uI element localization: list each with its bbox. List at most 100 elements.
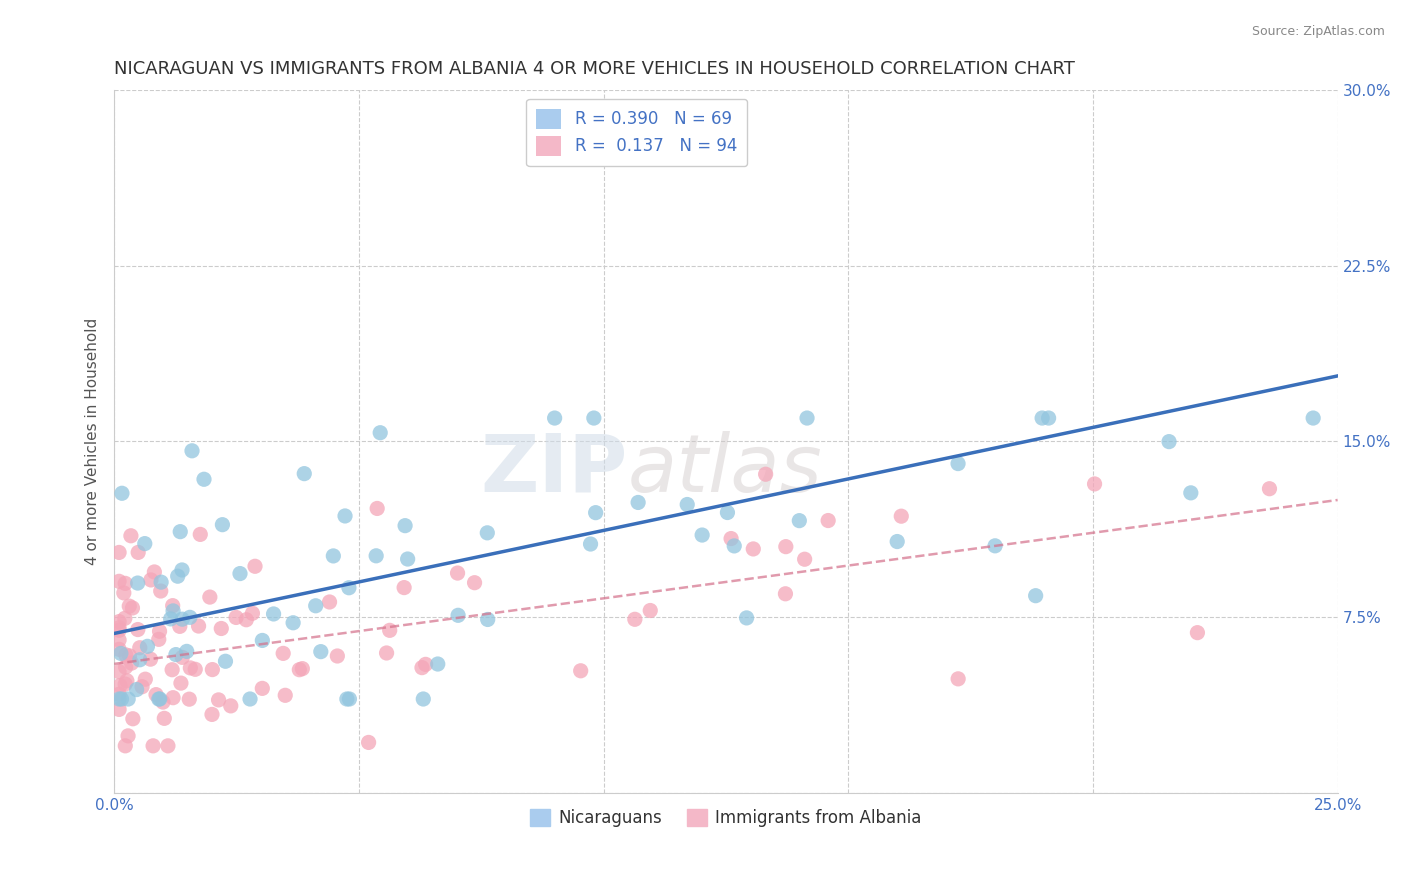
Text: atlas: atlas <box>628 431 823 508</box>
Point <box>579 537 602 551</box>
Point <box>115 673 138 688</box>
Point <box>201 663 224 677</box>
Point <box>108 687 131 701</box>
Point <box>187 619 209 633</box>
Text: ZIP: ZIP <box>481 431 628 508</box>
Point <box>153 711 176 725</box>
Point <box>134 672 156 686</box>
Point <box>108 642 131 657</box>
Point <box>252 633 274 648</box>
Point <box>108 624 131 638</box>
Point <box>117 692 139 706</box>
Point <box>169 619 191 633</box>
Point <box>108 574 131 589</box>
Point <box>118 648 141 663</box>
Point <box>170 563 193 577</box>
Point <box>446 566 468 580</box>
Point <box>125 682 148 697</box>
Point <box>225 610 247 624</box>
Point <box>796 411 818 425</box>
Point <box>447 608 470 623</box>
Point <box>143 565 166 579</box>
Point <box>170 676 193 690</box>
Point <box>176 644 198 658</box>
Point <box>946 457 969 471</box>
Point <box>322 549 344 563</box>
Point <box>368 425 391 440</box>
Point <box>569 664 592 678</box>
Point <box>136 640 159 654</box>
Point <box>775 587 797 601</box>
Point <box>366 549 388 563</box>
Point <box>179 692 201 706</box>
Point <box>638 603 661 617</box>
Point <box>139 652 162 666</box>
Point <box>984 539 1007 553</box>
Point <box>426 657 449 671</box>
Point <box>309 645 332 659</box>
Point <box>149 584 172 599</box>
Point <box>242 607 264 621</box>
Point <box>110 692 132 706</box>
Point <box>114 648 136 662</box>
Point <box>263 607 285 621</box>
Point <box>148 692 170 706</box>
Point <box>114 677 136 691</box>
Text: Source: ZipAtlas.com: Source: ZipAtlas.com <box>1251 25 1385 38</box>
Point <box>108 692 131 706</box>
Point <box>378 624 401 638</box>
Point <box>162 604 184 618</box>
Point <box>193 472 215 486</box>
Point <box>1180 486 1202 500</box>
Point <box>160 663 183 677</box>
Point <box>690 528 713 542</box>
Point <box>165 648 187 662</box>
Point <box>207 693 229 707</box>
Point <box>149 692 172 706</box>
Point <box>128 640 150 655</box>
Point <box>108 632 131 647</box>
Point <box>145 688 167 702</box>
Point <box>172 612 194 626</box>
Point <box>274 688 297 702</box>
Point <box>166 569 188 583</box>
Point <box>159 612 181 626</box>
Point <box>1083 477 1105 491</box>
Point <box>281 615 304 630</box>
Point <box>108 702 131 716</box>
Point <box>114 611 136 625</box>
Point <box>477 612 499 626</box>
Point <box>127 545 149 559</box>
Point <box>477 525 499 540</box>
Point <box>121 712 143 726</box>
Point <box>181 443 204 458</box>
Point <box>676 498 699 512</box>
Point <box>333 508 356 523</box>
Point <box>108 615 131 629</box>
Point <box>209 622 232 636</box>
Point <box>817 514 839 528</box>
Point <box>252 681 274 696</box>
Point <box>585 506 607 520</box>
Point <box>1031 411 1053 425</box>
Point <box>188 527 211 541</box>
Point <box>114 739 136 753</box>
Point <box>775 540 797 554</box>
Point <box>108 665 131 679</box>
Point <box>172 650 194 665</box>
Point <box>128 653 150 667</box>
Point <box>243 559 266 574</box>
Point <box>127 576 149 591</box>
Point <box>720 532 742 546</box>
Point <box>723 539 745 553</box>
Point <box>624 612 647 626</box>
Point <box>229 566 252 581</box>
Point <box>150 575 173 590</box>
Point <box>1187 625 1209 640</box>
Point <box>235 613 257 627</box>
Point <box>211 517 233 532</box>
Point <box>793 552 815 566</box>
Point <box>742 541 765 556</box>
Point <box>112 586 135 600</box>
Point <box>337 581 360 595</box>
